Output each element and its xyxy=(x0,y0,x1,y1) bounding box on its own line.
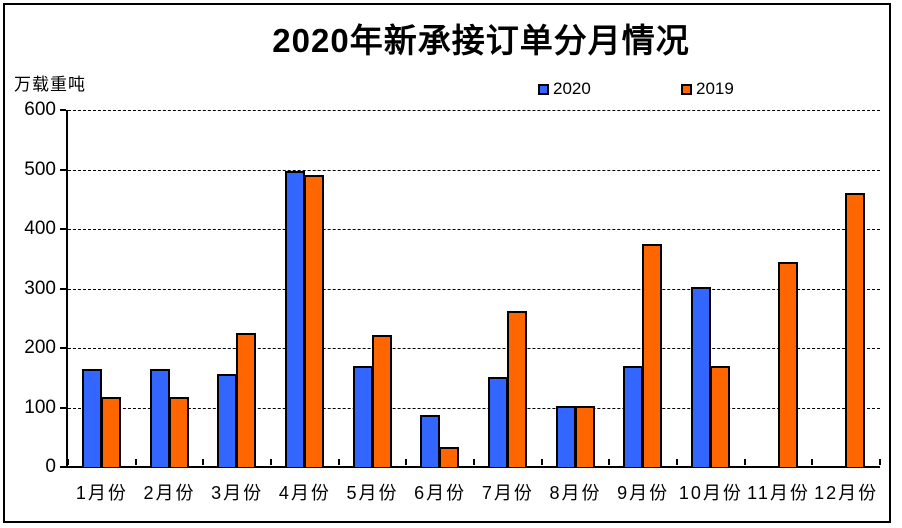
legend-swatch-2019 xyxy=(681,83,692,95)
bar-2020-8月份 xyxy=(555,406,576,467)
x-axis-tick-11 xyxy=(811,459,814,465)
bar-2019-6月份 xyxy=(439,447,460,467)
bar-2020-2月份 xyxy=(149,368,170,467)
y-axis-tick-300 xyxy=(60,287,66,290)
x-axis-tick-0 xyxy=(67,459,69,465)
x-axis-tick-7 xyxy=(540,459,543,465)
bar-2020-5月份 xyxy=(352,365,373,467)
x-axis-label-9月份: 9月份 xyxy=(617,483,670,503)
y-axis-label-400: 400 xyxy=(24,218,56,239)
bar-2020-9月份 xyxy=(623,365,644,467)
bar-2020-6月份 xyxy=(420,414,441,467)
y-axis-label-0: 0 xyxy=(45,456,56,477)
bar-2019-12月份 xyxy=(845,193,866,467)
x-axis-tick-6 xyxy=(473,459,475,465)
bar-2020-4月份 xyxy=(285,170,305,467)
y-axis-tick-100 xyxy=(60,406,66,409)
x-axis-label-11月份: 11月份 xyxy=(747,483,810,503)
y-axis-label-600: 600 xyxy=(24,99,56,120)
x-axis-label-3月份: 3月份 xyxy=(211,483,264,503)
x-axis-label-8月份: 8月份 xyxy=(549,483,602,503)
y-axis-unit-label: 万载重吨 xyxy=(14,75,86,94)
bar-2019-7月份 xyxy=(507,311,527,467)
chart-outer-border xyxy=(3,3,891,523)
x-axis-label-12月份: 12月份 xyxy=(814,483,879,503)
x-axis-label-1月份: 1月份 xyxy=(75,483,128,503)
bar-2019-5月份 xyxy=(371,334,392,467)
x-axis-label-5月份: 5月份 xyxy=(346,483,399,503)
chart-title: 2020年新承接订单分月情况 xyxy=(272,22,690,59)
bar-2019-11月份 xyxy=(777,261,798,467)
x-axis-label-2月份: 2月份 xyxy=(143,483,196,503)
x-axis-label-4月份: 4月份 xyxy=(278,483,331,503)
bar-2019-10月份 xyxy=(710,365,730,467)
y-axis-tick-200 xyxy=(60,347,66,349)
x-axis-tick-8 xyxy=(608,459,611,465)
gridline-200 xyxy=(68,348,880,349)
legend-item-2019: 2019 xyxy=(681,79,734,98)
x-axis-label-6月份: 6月份 xyxy=(414,483,467,503)
bar-2019-9月份 xyxy=(642,243,663,467)
y-axis-label-300: 300 xyxy=(24,277,56,299)
legend-label-2019: 2019 xyxy=(696,79,734,98)
x-axis-tick-1 xyxy=(134,459,137,465)
x-axis-tick-4 xyxy=(337,459,340,465)
legend-item-2020: 2020 xyxy=(538,79,591,98)
bar-2020-7月份 xyxy=(488,377,508,467)
bar-2019-3月份 xyxy=(236,333,257,467)
bar-2019-2月份 xyxy=(168,397,189,467)
legend-swatch-2020 xyxy=(538,83,549,95)
bar-2019-1月份 xyxy=(101,397,121,467)
gridline-100 xyxy=(68,407,880,409)
y-axis-label-100: 100 xyxy=(24,396,56,418)
x-axis-tick-10 xyxy=(743,459,746,465)
x-axis-tick-12 xyxy=(879,459,881,465)
legend-label-2020: 2020 xyxy=(553,79,591,98)
y-axis-tick-600 xyxy=(60,109,66,111)
bar-2020-10月份 xyxy=(691,286,711,467)
y-axis-tick-400 xyxy=(60,228,66,230)
x-axis-label-7月份: 7月份 xyxy=(481,483,534,503)
legend: 2020 2019 xyxy=(0,79,902,98)
gridline-400 xyxy=(68,229,880,230)
bar-2020-1月份 xyxy=(82,368,102,467)
x-axis-tick-3 xyxy=(270,459,272,465)
x-axis-label-10月份: 10月份 xyxy=(678,483,743,503)
x-axis-tick-9 xyxy=(676,459,678,465)
bar-2019-8月份 xyxy=(574,406,595,467)
y-axis-label-200: 200 xyxy=(24,337,56,358)
bar-2019-4月份 xyxy=(304,175,324,467)
x-axis-tick-5 xyxy=(405,459,408,465)
y-axis-label-500: 500 xyxy=(24,158,56,180)
gridline-600 xyxy=(68,110,880,111)
bar-2020-3月份 xyxy=(217,374,238,467)
y-axis-tick-0 xyxy=(60,466,66,468)
gridline-300 xyxy=(68,288,880,290)
y-axis-tick-500 xyxy=(60,168,66,171)
x-axis-tick-2 xyxy=(202,459,205,465)
gridline-500 xyxy=(68,169,880,171)
plot-area xyxy=(66,110,880,468)
